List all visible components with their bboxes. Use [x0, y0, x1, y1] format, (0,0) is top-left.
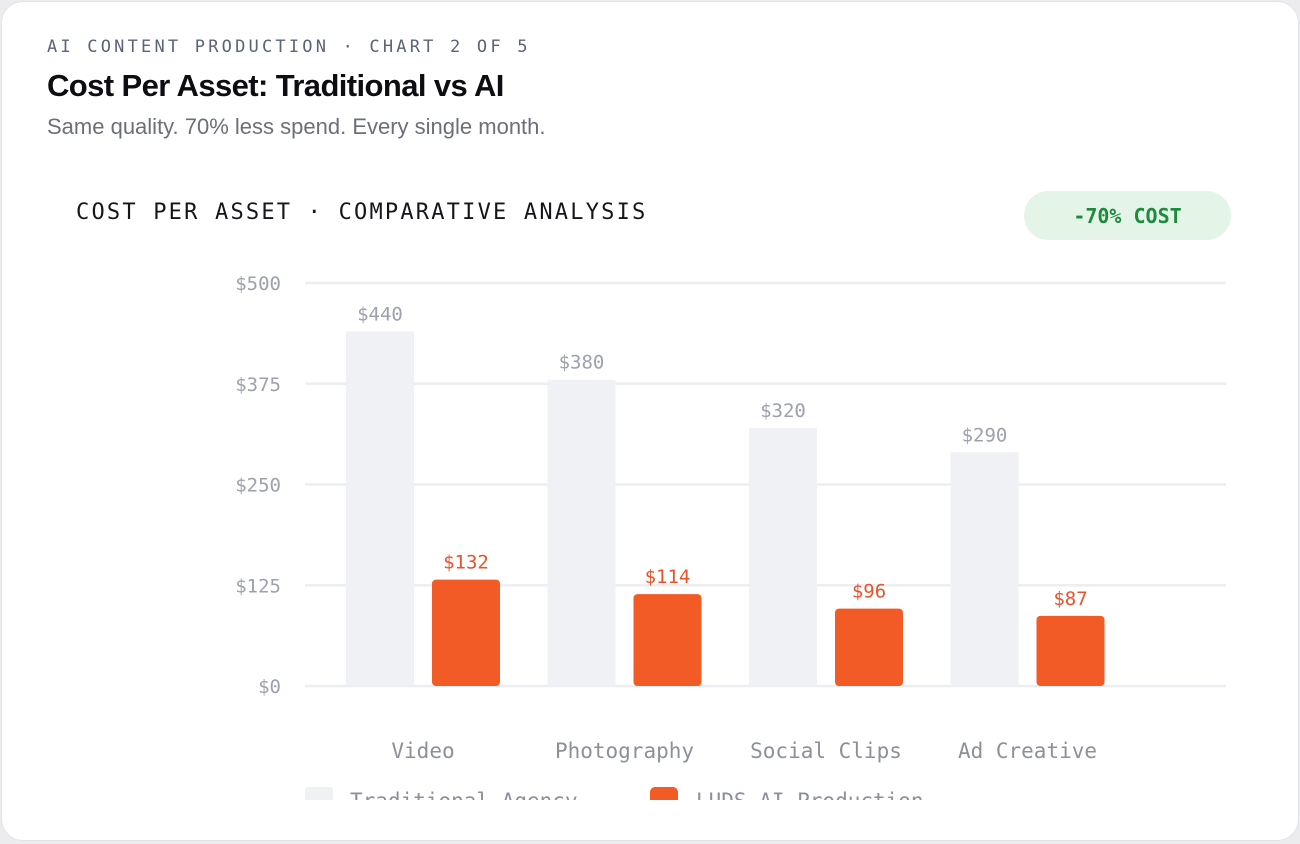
legend-swatch-traditional: [305, 787, 333, 800]
y-tick-label: $0: [258, 676, 281, 698]
y-tick-label: $250: [235, 475, 281, 497]
data-label-ai: $114: [645, 566, 691, 588]
bar-ai: [432, 579, 500, 686]
data-label-ai: $87: [1053, 588, 1087, 610]
cost-reduction-badge: -70% COST: [1024, 191, 1231, 240]
data-label-traditional: $290: [962, 424, 1008, 446]
legend-swatch-ai: [650, 787, 678, 800]
x-tick-label: Social Clips: [750, 739, 902, 763]
legend-label-ai: LUDS AI Production: [696, 789, 924, 800]
y-tick-label: $375: [235, 374, 281, 396]
x-tick-label: Ad Creative: [958, 739, 1097, 763]
bar-traditional: [547, 379, 616, 686]
data-label-traditional: $380: [559, 352, 605, 374]
x-tick-label: Photography: [555, 739, 694, 763]
legend-label-traditional: Traditional Agency: [350, 789, 578, 800]
page-title: Cost Per Asset: Traditional vs AI: [47, 68, 504, 103]
page-subtitle: Same quality. 70% less spend. Every sing…: [47, 114, 546, 139]
bar-chart: $0 $125 $250 $375 $500 $440 $132 Video $380 $114 P…: [235, 273, 1226, 800]
bar-ai: [835, 608, 903, 686]
y-tick-label: $500: [235, 273, 281, 295]
bar-ai: [1036, 615, 1105, 686]
chart-heading: COST PER ASSET · COMPARATIVE ANALYSIS: [76, 200, 648, 225]
x-tick-label: Video: [391, 739, 454, 763]
data-label-ai: $96: [852, 581, 886, 603]
bar-ai: [633, 594, 702, 686]
y-tick-label: $125: [235, 575, 281, 597]
bar-traditional: [749, 428, 817, 686]
eyebrow-label: AI CONTENT PRODUCTION · CHART 2 OF 5: [47, 37, 531, 57]
data-label-traditional: $440: [357, 303, 403, 325]
bar-traditional: [346, 331, 414, 686]
bar-traditional: [950, 452, 1019, 686]
data-label-ai: $132: [443, 552, 489, 574]
data-label-traditional: $320: [760, 400, 806, 422]
